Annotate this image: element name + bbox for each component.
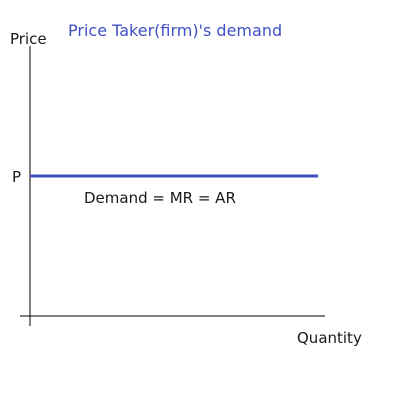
y-tick-label-p: P bbox=[12, 168, 21, 186]
x-axis-label: Quantity bbox=[297, 329, 362, 347]
y-axis-label: Price bbox=[10, 30, 47, 48]
chart-title: Price Taker(firm)'s demand bbox=[68, 21, 282, 40]
demand-curve-label: Demand = MR = AR bbox=[84, 189, 236, 207]
